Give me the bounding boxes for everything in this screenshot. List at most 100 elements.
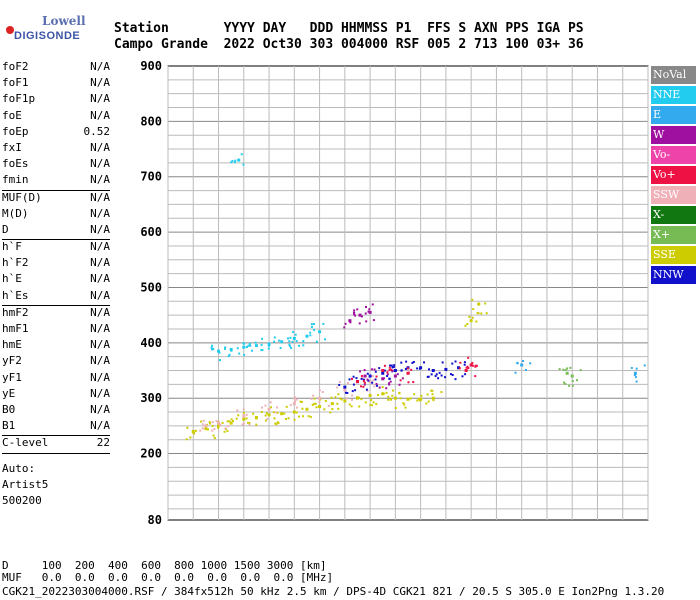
data-point-nne xyxy=(309,331,312,334)
data-point-sse xyxy=(185,438,188,441)
data-point-sse xyxy=(292,410,296,414)
data-point-nnw xyxy=(386,374,389,377)
data-point-nne xyxy=(233,161,236,164)
data-point-e xyxy=(635,367,638,370)
data-point-w xyxy=(344,322,347,325)
param-row-foe: foE N/A xyxy=(2,109,110,125)
x-tick-label: 9 xyxy=(366,529,373,530)
param-row-yf2: yF2 N/A xyxy=(2,354,110,370)
data-point-nnw xyxy=(428,368,431,371)
data-point-nne xyxy=(302,340,305,343)
data-point-sse xyxy=(417,397,420,400)
data-point-nne xyxy=(294,333,297,336)
data-point-sse xyxy=(472,308,475,311)
param-name: foE xyxy=(2,108,22,122)
param-value: N/A xyxy=(90,222,110,236)
data-point-sse xyxy=(360,398,363,401)
data-point-sse xyxy=(305,407,309,411)
data-point-sse xyxy=(276,411,279,414)
data-point-nne xyxy=(286,337,289,340)
data-point-x+ xyxy=(563,381,566,384)
data-point-vo+ xyxy=(390,368,393,371)
y-tick-label: 80 xyxy=(148,513,162,527)
data-point-ssw xyxy=(199,429,202,432)
data-point-nne xyxy=(312,322,315,325)
data-point-w xyxy=(393,374,397,378)
data-point-sse xyxy=(464,324,467,327)
data-point-sse xyxy=(315,406,318,409)
param-value: 0.52 xyxy=(83,124,111,138)
param-separator xyxy=(2,189,110,191)
x-tick-label: 8 xyxy=(341,529,348,530)
data-point-nnw xyxy=(426,375,429,378)
data-point-vo+ xyxy=(407,367,410,370)
data-point-nnw xyxy=(390,364,393,367)
data-point-sse xyxy=(245,417,248,420)
data-point-ssw xyxy=(321,390,324,393)
data-point-nne xyxy=(324,338,327,341)
data-point-sse xyxy=(331,408,334,411)
data-point-nnw xyxy=(360,377,363,380)
param-value: N/A xyxy=(90,354,110,368)
param-name: foF1 xyxy=(2,76,29,90)
data-point-nne xyxy=(211,348,214,351)
data-point-w xyxy=(382,377,385,380)
data-point-ssw xyxy=(327,404,330,407)
data-point-ssw xyxy=(312,394,315,397)
data-point-sse xyxy=(336,402,339,405)
data-point-nne xyxy=(251,349,254,352)
data-point-sse xyxy=(318,405,322,408)
data-point-ssw xyxy=(201,427,204,430)
param-name: MUF(D) xyxy=(2,190,42,204)
data-point-w xyxy=(396,373,399,376)
data-point-e xyxy=(520,363,524,367)
data-point-vo+ xyxy=(407,381,410,384)
x-tick-label: 17 xyxy=(565,529,579,530)
data-point-w xyxy=(388,383,391,386)
data-point-sse xyxy=(217,424,221,428)
param-row-mufd: MUF(D) N/A xyxy=(2,191,110,207)
data-point-ssw xyxy=(318,396,322,400)
data-point-w xyxy=(391,369,394,372)
data-point-w xyxy=(359,370,362,373)
logo-mark-icon xyxy=(6,26,14,34)
data-point-nne xyxy=(298,344,301,347)
data-point-nne xyxy=(217,349,221,353)
data-point-sse xyxy=(425,402,428,405)
y-tick-label: 800 xyxy=(140,114,162,128)
data-point-sse xyxy=(237,414,240,417)
data-point-nne xyxy=(310,323,313,326)
data-point-sse xyxy=(323,408,326,411)
data-point-sse xyxy=(368,393,372,397)
data-point-nnw xyxy=(416,367,419,370)
data-point-w xyxy=(349,321,352,324)
x-tick-label: 15 xyxy=(514,529,528,530)
data-point-w xyxy=(388,382,391,385)
auto-line: Auto: xyxy=(2,461,36,475)
data-point-nnw xyxy=(393,364,396,367)
data-point-sse xyxy=(307,415,310,418)
x-tick-label: 12 xyxy=(439,529,453,530)
data-point-w xyxy=(343,326,346,329)
data-point-ssw xyxy=(295,398,298,401)
data-point-ssw xyxy=(224,427,227,430)
x-tick-label: 19 xyxy=(616,529,630,530)
data-point-vo+ xyxy=(474,375,477,378)
data-point-ssw xyxy=(310,397,313,400)
data-point-ssw xyxy=(350,398,353,401)
data-point-nnw xyxy=(391,366,394,369)
param-separator xyxy=(2,239,110,241)
data-point-sse xyxy=(420,394,423,397)
data-point-nnw xyxy=(378,367,381,370)
data-point-nne xyxy=(290,347,293,350)
param-value: N/A xyxy=(90,288,110,302)
data-point-sse xyxy=(200,420,203,423)
param-row-he: h`E N/A xyxy=(2,272,110,288)
data-point-nne xyxy=(223,347,226,350)
data-point-vo+ xyxy=(471,361,474,364)
data-point-sse xyxy=(358,405,361,408)
legend-item-vo: Vo+ xyxy=(651,166,696,184)
data-point-nnw xyxy=(441,361,444,364)
data-point-sse xyxy=(375,402,378,405)
data-point-w xyxy=(353,309,356,312)
